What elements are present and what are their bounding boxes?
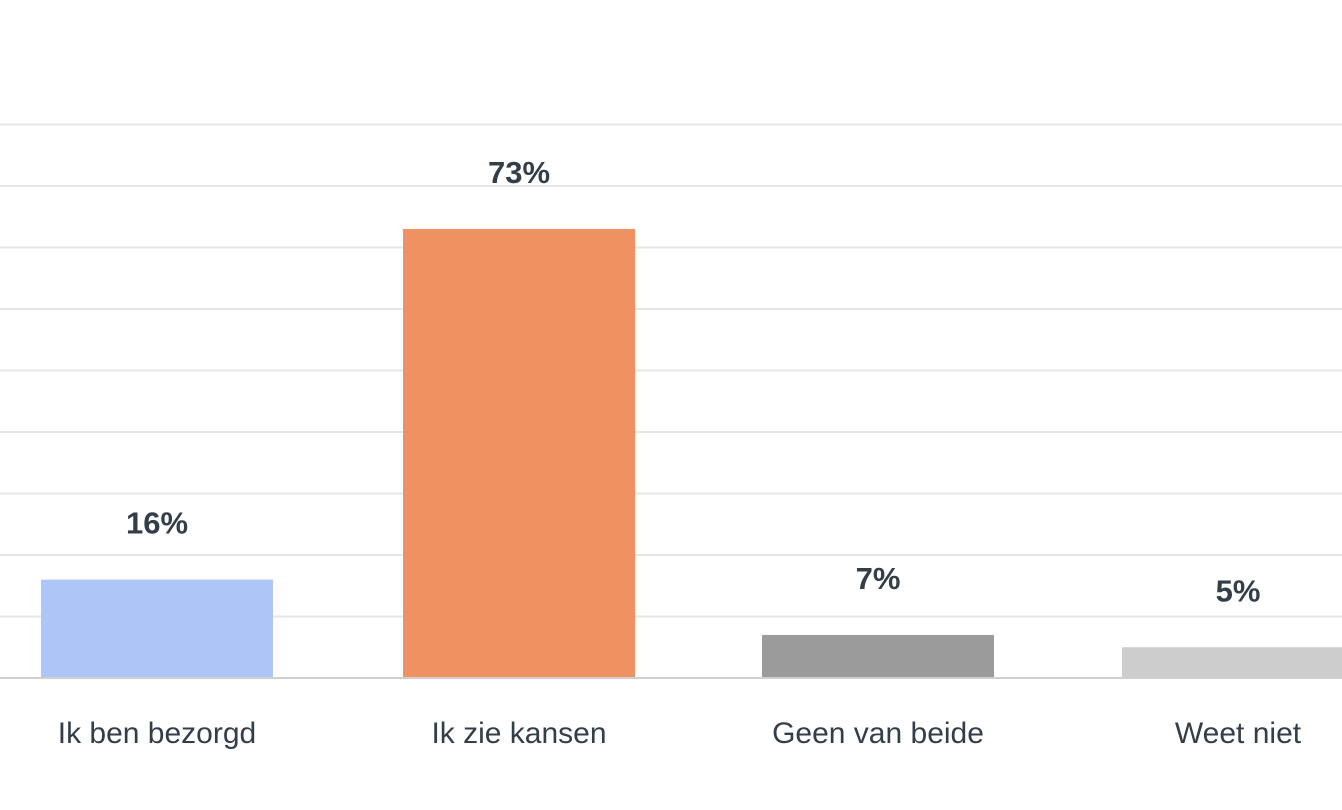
category-label: Ik ben bezorgd [58,717,256,750]
value-labels: 16% 73% 7% 5% [126,155,1260,608]
value-label: 5% [1216,573,1261,608]
gridlines [0,123,1342,618]
bar [762,634,994,678]
bar [1122,647,1342,678]
bar [403,229,635,679]
category-label: Weet niet [1175,717,1302,750]
value-label: 16% [126,506,188,541]
bar [41,579,273,678]
category-label: Ik zie kansen [431,717,606,750]
value-label: 7% [856,561,901,596]
value-label: 73% [488,155,550,190]
category-label: Geen van beide [772,717,984,750]
bars [41,229,1342,679]
category-labels: Ik ben bezorgd Ik zie kansen Geen van beid… [58,717,1302,750]
